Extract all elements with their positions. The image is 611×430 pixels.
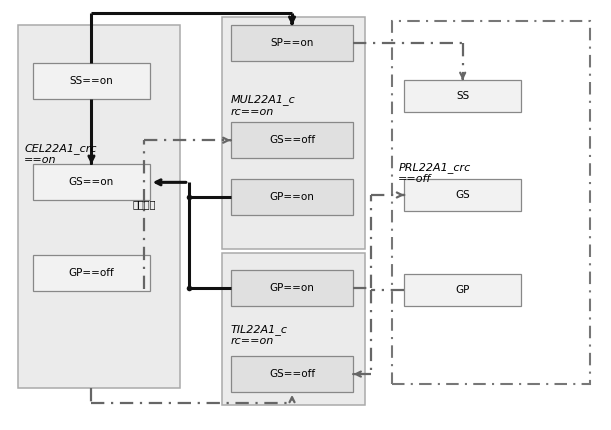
Bar (231, 356, 353, 392)
Text: SS: SS (456, 91, 469, 101)
Bar (222, 253, 365, 405)
Bar (404, 274, 521, 306)
Bar (404, 179, 521, 211)
Bar (33, 63, 150, 99)
Text: TIL22A1_c
rc==on: TIL22A1_c rc==on (231, 324, 288, 346)
Bar (231, 122, 353, 158)
Bar (33, 255, 150, 291)
Bar (231, 25, 353, 61)
Text: GP==off: GP==off (68, 268, 114, 278)
Text: GS==off: GS==off (269, 135, 315, 145)
Bar (231, 270, 353, 306)
Text: CEL22A1_crc
==on: CEL22A1_crc ==on (24, 143, 97, 165)
Bar (33, 164, 150, 200)
Text: GS: GS (455, 190, 470, 200)
Text: PRL22A1_crc
==off: PRL22A1_crc ==off (398, 162, 470, 184)
Bar (392, 21, 590, 384)
Text: GP: GP (455, 285, 470, 295)
Text: GP==on: GP==on (269, 192, 315, 202)
Text: MUL22A1_c
rc==on: MUL22A1_c rc==on (231, 94, 295, 117)
Bar (18, 25, 180, 388)
Text: 远方复归: 远方复归 (132, 200, 156, 209)
Text: SP==on: SP==on (270, 38, 313, 48)
Bar (231, 179, 353, 215)
Text: GS==off: GS==off (269, 369, 315, 379)
Text: SS==on: SS==on (70, 76, 113, 86)
Text: GP==on: GP==on (269, 283, 315, 293)
Bar (222, 17, 365, 249)
Bar (404, 80, 521, 112)
Text: GS==on: GS==on (69, 177, 114, 187)
